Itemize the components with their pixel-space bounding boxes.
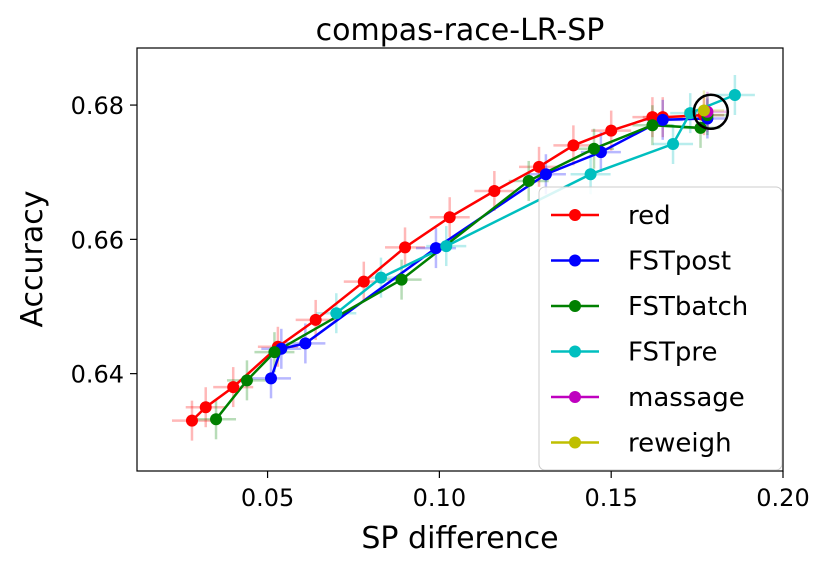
data-point — [357, 275, 370, 288]
data-point — [210, 413, 223, 426]
data-point — [268, 346, 281, 359]
data-point — [697, 104, 710, 117]
data-point — [522, 174, 535, 187]
data-point — [656, 113, 669, 126]
legend-swatch-marker — [569, 209, 581, 221]
legend-label: reweigh — [628, 429, 732, 459]
data-point — [185, 414, 198, 427]
y-tick-label: 0.66 — [71, 226, 124, 254]
y-tick-label: 0.68 — [71, 92, 124, 120]
legend-label: FSTpost — [628, 247, 731, 277]
data-point — [374, 271, 387, 284]
data-point — [199, 401, 212, 414]
x-tick-label: 0.20 — [756, 484, 809, 512]
data-point — [240, 374, 253, 387]
data-point — [694, 121, 707, 134]
y-ticks: 0.64 0.66 0.68 — [71, 92, 137, 389]
x-axis-label: SP difference — [361, 521, 558, 556]
data-point — [567, 139, 580, 152]
legend-swatch-marker — [569, 345, 581, 358]
data-point — [399, 241, 412, 254]
data-point — [395, 273, 408, 286]
data-point — [588, 142, 601, 155]
data-point — [227, 381, 240, 394]
data-point — [330, 307, 343, 320]
data-point — [646, 119, 659, 132]
legend-swatch-marker — [569, 300, 581, 312]
data-point — [429, 242, 442, 255]
data-point — [299, 337, 312, 350]
legend-swatch-marker — [569, 391, 581, 403]
data-point — [265, 372, 278, 385]
highlight-circle — [692, 93, 730, 131]
data-point — [309, 313, 322, 326]
chart-title: compas-race-LR-SP — [316, 13, 605, 48]
legend-label: FSTbatch — [628, 292, 748, 322]
data-point — [440, 240, 453, 253]
data-point — [488, 185, 501, 198]
x-tick-label: 0.10 — [413, 484, 466, 512]
data-point — [443, 211, 456, 224]
data-point — [539, 168, 552, 181]
plot-frame — [136, 47, 784, 472]
legend-swatch-marker — [569, 254, 581, 267]
legend: red FSTpost FSTbatch FSTpre massage reweigh — [538, 186, 783, 471]
x-tick-label: 0.15 — [584, 484, 637, 512]
x-ticks: 0.05 0.10 0.15 0.20 — [241, 471, 810, 512]
legend-label: FSTpre — [628, 338, 718, 368]
legend-swatch-marker — [569, 436, 581, 449]
data-point — [584, 168, 597, 181]
legend-label: red — [628, 201, 671, 231]
x-tick-label: 0.05 — [241, 484, 294, 512]
y-tick-label: 0.64 — [71, 361, 124, 389]
data-point — [667, 138, 680, 151]
legend-box — [538, 186, 783, 471]
data-point — [605, 124, 618, 137]
data-point — [728, 89, 741, 101]
legend-label: massage — [628, 383, 745, 413]
y-axis-label: Accuracy — [15, 191, 50, 328]
